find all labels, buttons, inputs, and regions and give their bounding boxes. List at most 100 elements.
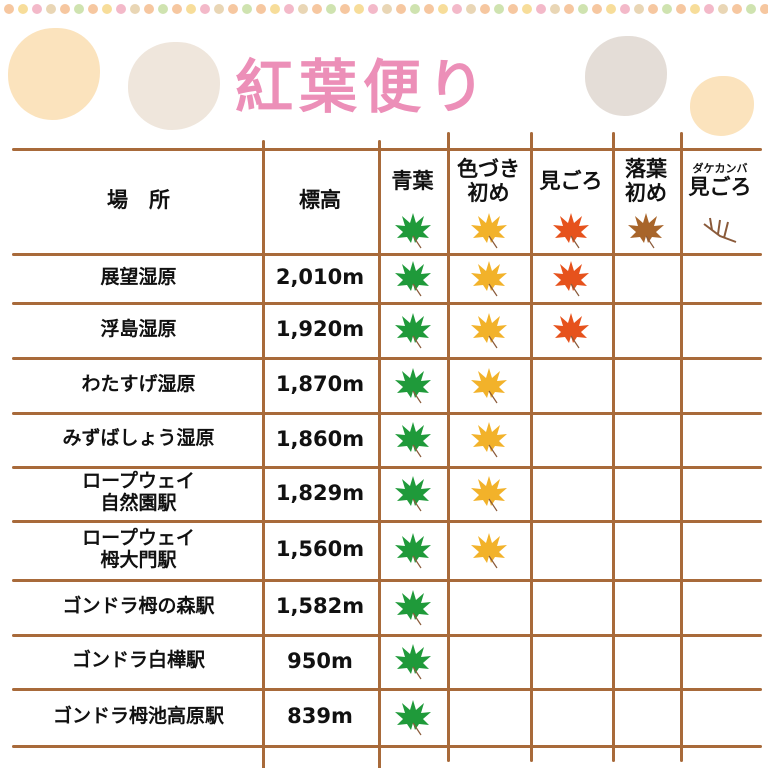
dot [452, 4, 462, 14]
yellow-maple-leaf-icon [470, 476, 507, 512]
row-elevation: 2,010m [275, 265, 365, 290]
yellow-maple-leaf-icon [470, 260, 507, 296]
header-stage: 落葉 初め [612, 150, 680, 212]
dot [746, 4, 756, 14]
row-elevation: 950m [287, 648, 353, 673]
dot [144, 4, 154, 14]
dot [410, 4, 420, 14]
dot [522, 4, 532, 14]
bare-branch-icon [703, 217, 737, 243]
row-elevation: 1,582m [275, 594, 365, 619]
header-stage: 青葉 [378, 150, 447, 212]
row-place: ゴンドラ栂池高原駅 [52, 704, 224, 727]
header-stage: ダケカンバ 見ごろ [680, 150, 760, 212]
grid-line [12, 579, 762, 582]
decor-blob [585, 36, 667, 116]
decor-blob [128, 42, 220, 130]
dot [130, 4, 140, 14]
dot [158, 4, 168, 14]
yellow-maple-leaf-icon [470, 312, 507, 348]
dot [60, 4, 70, 14]
grid-line [12, 688, 762, 691]
grid-line [447, 132, 450, 762]
dot [690, 4, 700, 14]
dot [620, 4, 630, 14]
yellow-maple-leaf-icon [470, 213, 507, 249]
dot [606, 4, 616, 14]
grid-line [12, 148, 762, 151]
dot [32, 4, 42, 14]
dot [466, 4, 476, 14]
grid-line [378, 140, 381, 768]
row-elevation: 1,560m [275, 537, 365, 562]
dot [354, 4, 364, 14]
grid-line [12, 302, 762, 305]
dot [494, 4, 504, 14]
red-maple-leaf-icon [553, 260, 589, 296]
row-place: ゴンドラ白樺駅 [71, 649, 205, 672]
dot [340, 4, 350, 14]
dot [214, 4, 224, 14]
dot [46, 4, 56, 14]
dot [102, 4, 112, 14]
dot [228, 4, 238, 14]
grid-line [262, 140, 265, 768]
dot [298, 4, 308, 14]
dot [592, 4, 602, 14]
header-stage-label: 落葉 初め [625, 156, 667, 205]
row-place: みずばしょう湿原 [62, 427, 215, 450]
grid-line [12, 412, 762, 415]
dot [424, 4, 434, 14]
dot [676, 4, 686, 14]
green-maple-leaf-icon [394, 476, 431, 512]
grid-line [680, 132, 683, 762]
dot [508, 4, 518, 14]
green-maple-leaf-icon [394, 367, 431, 403]
green-maple-leaf-icon [394, 644, 431, 680]
dot [116, 4, 126, 14]
dot [382, 4, 392, 14]
dot [732, 4, 742, 14]
dot [760, 4, 768, 14]
red-maple-leaf-icon [553, 213, 589, 249]
green-maple-leaf-icon [394, 213, 431, 249]
green-maple-leaf-icon [394, 422, 431, 458]
header-stage-label: 色づき 初め [457, 156, 520, 205]
row-elevation: 1,829m [275, 480, 365, 505]
row-place: ロープウェイ 自然園駅 [82, 470, 195, 514]
header-stage-label: 見ごろ [539, 168, 603, 193]
green-maple-leaf-icon [394, 260, 431, 296]
yellow-maple-leaf-icon [470, 422, 507, 458]
brown-maple-leaf-icon [628, 213, 664, 249]
grid-line [12, 466, 762, 469]
dotted-border [0, 4, 768, 18]
row-elevation: 1,860m [275, 426, 365, 451]
yellow-maple-leaf-icon [470, 367, 507, 403]
header-place: 場 所 [107, 187, 170, 212]
dot [18, 4, 28, 14]
dot [326, 4, 336, 14]
header-stage: 色づき 初め [447, 150, 530, 212]
dot [88, 4, 98, 14]
dot [564, 4, 574, 14]
dot [312, 4, 322, 14]
header-elevation: 標高 [299, 187, 341, 212]
dot [4, 4, 14, 14]
row-place: 展望湿原 [100, 265, 177, 288]
yellow-maple-leaf-icon [470, 532, 507, 568]
dot [634, 4, 644, 14]
dot [550, 4, 560, 14]
green-maple-leaf-icon [394, 699, 431, 735]
row-elevation: 839m [287, 704, 353, 729]
grid-line [12, 520, 762, 523]
grid-line [12, 634, 762, 637]
dot [536, 4, 546, 14]
green-maple-leaf-icon [394, 532, 431, 568]
page-title: 紅葉便り [235, 53, 492, 121]
dot [438, 4, 448, 14]
green-maple-leaf-icon [394, 312, 431, 348]
dot [648, 4, 658, 14]
header-stage-sub: ダケカンバ [692, 161, 748, 175]
dot [74, 4, 84, 14]
